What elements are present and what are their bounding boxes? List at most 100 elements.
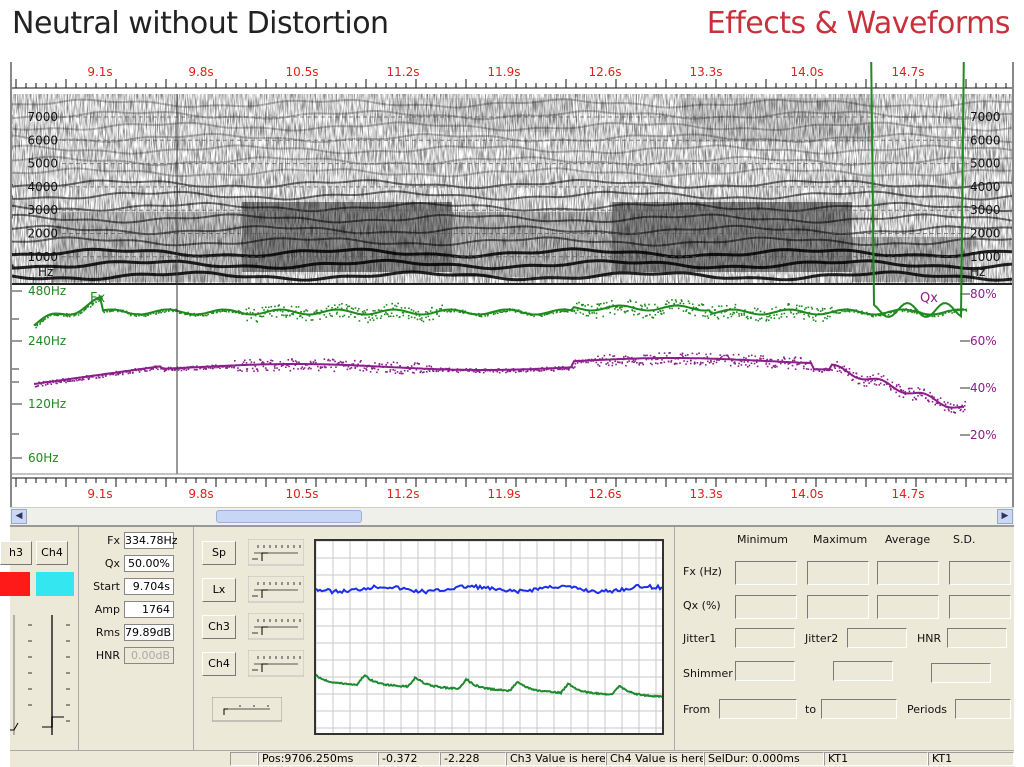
qx-trace-label: Qx	[920, 291, 938, 306]
plot-svg: 9.1s 9.8s 10.5s 11.2s 11.9s 12.6s 13.3s 14.0s 14…	[10, 41, 1013, 501]
toggle-ch4-button[interactable]: Ch4	[202, 652, 236, 676]
readout-amp: Amp 1764	[86, 600, 192, 620]
stat-field[interactable]	[807, 595, 869, 619]
readout-qx: Qx 50.00%	[86, 554, 192, 574]
status-ch4-value: Ch4 Value is here	[606, 752, 704, 766]
channel-sliders[interactable]	[10, 605, 78, 745]
status-position: Pos:9706.250ms	[258, 752, 378, 766]
shimmer-label: Shimmer	[683, 667, 733, 680]
readout-panel: Fx 334.78Hz Qx 50.00% Start 9.704s Amp 1764 Rms 7…	[86, 531, 192, 664]
stat-field[interactable]	[949, 561, 1011, 585]
bottom-time-tick-label: 11.9s	[488, 487, 521, 501]
ch3-color-swatch[interactable]	[0, 572, 30, 596]
horizontal-scrollbar[interactable]: ◀ ▶	[10, 507, 1014, 525]
top-time-tick-label: 10.5s	[286, 65, 319, 79]
gain-slider-lx[interactable]	[248, 576, 304, 604]
gain-slider-sp[interactable]	[248, 539, 304, 567]
top-time-tick-label: 12.6s	[589, 65, 622, 79]
bottom-time-tick-label: 14.7s	[892, 487, 925, 501]
periods-label: Periods	[907, 703, 948, 716]
jitter2-field[interactable]	[847, 628, 907, 648]
stat-field[interactable]	[877, 561, 939, 585]
plot-area[interactable]: 9.1s 9.8s 10.5s 11.2s 11.9s 12.6s 13.3s 14.0s 14…	[10, 41, 1014, 507]
freq-label-right: 1000	[970, 250, 1001, 264]
top-time-ruler: 9.1s 9.8s 10.5s 11.2s 11.9s 12.6s 13.3s 14.0s 14…	[12, 65, 1012, 89]
to-label: to	[805, 703, 817, 716]
hnr-label: HNR	[917, 632, 942, 645]
gain-slider-ch4[interactable]	[248, 650, 304, 678]
bottom-time-tick-label: 9.1s	[87, 487, 112, 501]
to-field[interactable]	[821, 699, 897, 719]
spectrogram: 7000 7000 6000 6000 5000 5000 4000 4000 3000 3000…	[10, 94, 1013, 285]
top-time-tick-label: 13.3s	[690, 65, 723, 79]
tab-ch4[interactable]: Ch4	[36, 541, 68, 565]
bottom-time-tick-label: 11.2s	[387, 487, 420, 501]
fx-axis-label: 60Hz	[28, 451, 59, 465]
status-cell-empty	[230, 752, 258, 766]
freq-label-right: 3000	[970, 203, 1001, 217]
waveform-gain-slider[interactable]	[212, 697, 282, 723]
shimmer-field-3[interactable]	[931, 663, 991, 683]
readout-value: 79.89dB	[124, 624, 174, 641]
scroll-right-arrow-icon[interactable]: ▶	[997, 509, 1013, 524]
hnr-field[interactable]	[947, 628, 1007, 648]
readout-fx: Fx 334.78Hz	[86, 531, 192, 551]
readout-label: HNR	[95, 649, 120, 662]
freq-label-left: 7000	[27, 110, 58, 124]
readout-hnr: HNR 0.00dB	[86, 646, 192, 666]
stat-field[interactable]	[735, 561, 797, 585]
scroll-left-arrow-icon[interactable]: ◀	[11, 509, 27, 524]
stat-col-2: Maximum	[813, 533, 868, 546]
readout-start: Start 9.704s	[86, 577, 192, 597]
top-time-tick-label: 11.9s	[488, 65, 521, 79]
stat-col-1: Minimum	[737, 533, 788, 546]
jitter1-label: Jitter1	[683, 632, 717, 645]
top-time-tick-label: 9.8s	[188, 65, 213, 79]
analyzer-window: 9.1s 9.8s 10.5s 11.2s 11.9s 12.6s 13.3s 14.0s 14…	[0, 41, 1015, 767]
jitter2-label: Jitter2	[805, 632, 839, 645]
stat-field[interactable]	[735, 595, 797, 619]
status-seldur: SelDur: 0.000ms	[704, 752, 824, 766]
freq-label-right: 7000	[970, 110, 1001, 124]
waveform-toggle-panel: Sp Lx Ch3 Ch4	[198, 527, 310, 727]
freq-label-left: 4000	[27, 180, 58, 194]
top-time-tick-label: 9.1s	[87, 65, 112, 79]
periods-field[interactable]	[955, 699, 1011, 719]
freq-label-left: 1000	[27, 250, 58, 264]
waveform-svg	[315, 540, 663, 733]
page-subtitle: Effects & Waveforms	[706, 6, 1011, 41]
stat-row-qx: Qx (%)	[683, 599, 721, 612]
gain-slider-ch3[interactable]	[248, 613, 304, 641]
waveform-display	[314, 539, 664, 735]
stat-field[interactable]	[877, 595, 939, 619]
freq-label-left: 2000	[27, 227, 58, 241]
toggle-sp-button[interactable]: Sp	[202, 541, 236, 565]
readout-label: Amp	[94, 603, 120, 616]
stat-col-4: S.D.	[953, 533, 976, 546]
qx-axis-label: 20%	[970, 428, 997, 442]
scroll-thumb[interactable]	[216, 510, 362, 523]
qx-trace	[33, 352, 967, 414]
toggle-lx-button[interactable]: Lx	[202, 578, 236, 602]
freq-label-right: 5000	[970, 157, 1001, 171]
qx-axis-label: 60%	[970, 334, 997, 348]
stats-panel: Minimum Maximum Average S.D. Fx (Hz) Qx (%)…	[674, 527, 1015, 750]
control-panel: h3 Ch4 Fx 334.78Hz Qx 50.00% Start 9.704s Amp 1…	[0, 525, 1015, 750]
status-value-2: -2.228	[440, 752, 506, 766]
shimmer-field[interactable]	[735, 661, 795, 681]
status-ch3-value: Ch3 Value is here	[506, 752, 606, 766]
toggle-ch3-button[interactable]: Ch3	[202, 615, 236, 639]
jitter1-field[interactable]	[735, 628, 795, 648]
channel-panel: h3 Ch4	[0, 527, 79, 750]
stat-field[interactable]	[807, 561, 869, 585]
shimmer-field-2[interactable]	[833, 661, 893, 681]
freq-label-left: 5000	[27, 157, 58, 171]
status-bar: Pos:9706.250ms -0.372 -2.228 Ch3 Value i…	[10, 750, 1014, 767]
qx-axis-label: 40%	[970, 381, 997, 395]
tab-ch3[interactable]: h3	[0, 541, 32, 565]
top-time-tick-label: 14.0s	[791, 65, 824, 79]
from-field[interactable]	[719, 699, 797, 719]
stat-field[interactable]	[949, 595, 1011, 619]
stat-row-fx: Fx (Hz)	[683, 565, 722, 578]
ch4-color-swatch[interactable]	[36, 572, 74, 596]
